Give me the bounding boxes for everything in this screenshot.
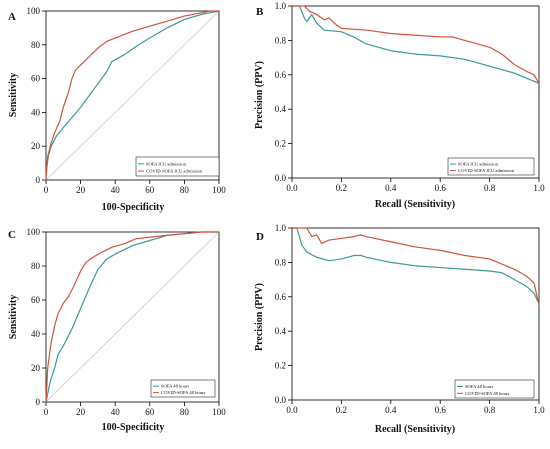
y-axis-label: Sensitivity xyxy=(8,73,19,117)
plot-frame xyxy=(45,231,220,403)
x-tick-label: 0.4 xyxy=(385,405,397,415)
panel-d: D 0.0 0.2 0.4 0.6 0.8 1.0 0.0 0.2 0.4 0.6 0.8 1.0 Rec… xyxy=(254,223,545,435)
x-tick-label: 0 xyxy=(44,185,49,195)
y-tick-label: 0.2 xyxy=(275,361,286,371)
x-tick-label: 0.0 xyxy=(286,183,298,193)
x-axis-label: Recall (Sensitivity) xyxy=(375,199,455,210)
y-tick-label: 60 xyxy=(31,295,41,305)
y-tick-label: 0.0 xyxy=(275,395,287,405)
legend-entry: COVID-SOFA 48 hours xyxy=(161,390,206,395)
x-axis-label: 100-Specificity xyxy=(102,202,165,213)
y-tick-label: 40 xyxy=(31,329,41,339)
x-tick-label: 0.2 xyxy=(336,405,347,415)
legend-entry: SOFA 48 hours xyxy=(161,384,189,389)
x-tick-label: 60 xyxy=(145,407,155,417)
panel-letter: B xyxy=(256,6,264,18)
legend: SOFA 48 hours COVID-SOFA 48 hours xyxy=(454,379,535,399)
legend-box xyxy=(454,379,535,399)
x-tick-label: 0.8 xyxy=(484,405,496,415)
x-tick-label: 100 xyxy=(212,185,226,195)
panel-letter: D xyxy=(256,231,264,243)
x-axis-label: Recall (Sensitivity) xyxy=(375,424,455,435)
legend-entry: COVID-SOFA ICU admission xyxy=(146,169,203,174)
panel-c: C 0 20 40 60 80 100 0 20 40 60 80 100 100-Specificity… xyxy=(8,227,226,433)
x-tick-label: 100 xyxy=(212,407,226,417)
y-tick-label: 20 xyxy=(31,141,41,151)
plot-frame xyxy=(291,227,540,401)
legend-entry: SOFA 48 hours xyxy=(465,384,493,389)
y-tick-label: 40 xyxy=(31,107,41,117)
panel-letter: A xyxy=(8,11,16,23)
y-tick-label: 1.0 xyxy=(275,223,287,233)
x-tick-label: 1.0 xyxy=(533,183,545,193)
panel-letter: C xyxy=(8,229,16,241)
y-tick-label: 0.8 xyxy=(275,35,287,45)
legend-entry: COVID-SOFA 48 hours xyxy=(465,391,510,396)
y-tick-label: 0.4 xyxy=(275,104,287,114)
reference-diagonal xyxy=(45,231,220,403)
x-tick-label: 40 xyxy=(111,407,121,417)
series-line-1 xyxy=(45,10,220,181)
legend-box xyxy=(135,156,220,177)
x-tick-label: 40 xyxy=(111,185,121,195)
y-tick-label: 0.8 xyxy=(275,257,287,267)
x-tick-label: 0.6 xyxy=(435,183,447,193)
legend-entry: SOFA ICU admission xyxy=(458,162,499,167)
series-line-2 xyxy=(292,227,540,306)
x-tick-label: 20 xyxy=(76,407,86,417)
x-tick-label: 20 xyxy=(76,185,86,195)
y-tick-label: 0.6 xyxy=(275,292,287,302)
legend-entry: COVID-SOFA ICU admission xyxy=(458,168,515,173)
y-axis-label: Sensitivity xyxy=(8,295,19,339)
y-tick-label: 1.0 xyxy=(275,1,287,11)
legend-box xyxy=(150,379,216,398)
y-tick-label: 80 xyxy=(31,40,41,50)
x-tick-label: 1.0 xyxy=(533,405,545,415)
legend-entry: SOFA ICU admission xyxy=(146,161,187,166)
y-tick-label: 80 xyxy=(31,261,41,271)
plot-frame xyxy=(45,10,220,181)
y-axis-label: Precision (PPV) xyxy=(254,61,265,129)
x-tick-label: 0.4 xyxy=(385,183,397,193)
series-line-1 xyxy=(292,227,540,304)
y-tick-label: 0.2 xyxy=(275,139,286,149)
series-line-2 xyxy=(45,231,219,403)
y-tick-label: 100 xyxy=(27,6,41,16)
x-axis-label: 100-Specificity xyxy=(102,422,165,433)
plot-frame xyxy=(291,5,540,179)
x-tick-label: 0 xyxy=(44,407,49,417)
legend-box xyxy=(447,157,535,176)
x-tick-label: 80 xyxy=(180,185,190,195)
y-tick-label: 0.6 xyxy=(275,70,287,80)
x-tick-label: 0.8 xyxy=(484,183,496,193)
x-tick-label: 60 xyxy=(145,185,155,195)
y-tick-label: 0 xyxy=(36,175,41,185)
x-tick-label: 80 xyxy=(180,407,190,417)
y-tick-label: 60 xyxy=(31,74,41,84)
reference-diagonal xyxy=(45,10,220,181)
series-line-1 xyxy=(292,5,540,84)
y-axis-label: Precision (PPV) xyxy=(254,283,265,351)
panel-a: A 0 20 40 60 80 100 0 20 40 60 80 100 100-Specificity… xyxy=(8,6,226,213)
legend: SOFA ICU admission COVID-SOFA ICU admissi… xyxy=(135,156,220,177)
y-tick-label: 0.0 xyxy=(275,173,287,183)
x-tick-label: 0.2 xyxy=(336,183,347,193)
y-tick-label: 20 xyxy=(31,363,41,373)
series-line-2 xyxy=(45,10,219,181)
y-tick-label: 100 xyxy=(27,227,41,237)
x-tick-label: 0.6 xyxy=(435,405,447,415)
y-tick-label: 0 xyxy=(36,397,41,407)
panel-b: B 0.0 0.2 0.4 0.6 0.8 1.0 0.0 0.2 0.4 0.6 0.8 1.0 Rec… xyxy=(254,1,545,210)
y-tick-label: 0.4 xyxy=(275,326,287,336)
series-line-2 xyxy=(292,5,540,84)
x-tick-label: 0.0 xyxy=(286,405,298,415)
